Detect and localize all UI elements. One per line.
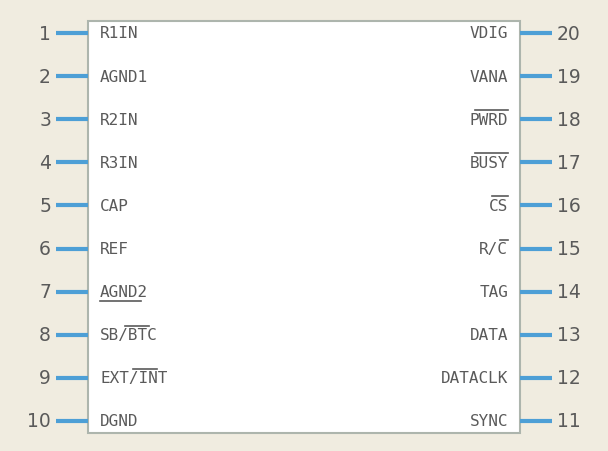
Text: EXT/INT: EXT/INT xyxy=(100,371,167,386)
Bar xyxy=(88,22,520,433)
Text: 16: 16 xyxy=(557,197,581,216)
Text: 6: 6 xyxy=(39,239,51,258)
Text: 8: 8 xyxy=(39,326,51,345)
Text: 3: 3 xyxy=(39,110,51,129)
Text: 4: 4 xyxy=(39,153,51,172)
Text: CAP: CAP xyxy=(100,198,129,213)
Text: 5: 5 xyxy=(39,197,51,216)
Text: CS: CS xyxy=(489,198,508,213)
Text: R2IN: R2IN xyxy=(100,112,139,128)
Text: 1: 1 xyxy=(39,24,51,43)
Text: 19: 19 xyxy=(557,68,581,87)
Text: 15: 15 xyxy=(557,239,581,258)
Text: R3IN: R3IN xyxy=(100,156,139,170)
Text: 11: 11 xyxy=(557,412,581,431)
Text: DATACLK: DATACLK xyxy=(441,371,508,386)
Text: 14: 14 xyxy=(557,282,581,302)
Text: 2: 2 xyxy=(39,68,51,87)
Text: DGND: DGND xyxy=(100,414,139,428)
Text: 20: 20 xyxy=(557,24,581,43)
Text: REF: REF xyxy=(100,242,129,257)
Text: 7: 7 xyxy=(39,282,51,302)
Text: R1IN: R1IN xyxy=(100,27,139,41)
Text: SYNC: SYNC xyxy=(469,414,508,428)
Text: BUSY: BUSY xyxy=(469,156,508,170)
Text: 18: 18 xyxy=(557,110,581,129)
Text: 13: 13 xyxy=(557,326,581,345)
Text: 17: 17 xyxy=(557,153,581,172)
Text: AGND2: AGND2 xyxy=(100,285,148,299)
Text: R/C: R/C xyxy=(479,242,508,257)
Text: SB/BTC: SB/BTC xyxy=(100,327,157,342)
Text: 9: 9 xyxy=(39,368,51,387)
Text: PWRD: PWRD xyxy=(469,112,508,128)
Text: AGND1: AGND1 xyxy=(100,69,148,84)
Text: TAG: TAG xyxy=(479,285,508,299)
Text: VDIG: VDIG xyxy=(469,27,508,41)
Text: DATA: DATA xyxy=(469,327,508,342)
Text: VANA: VANA xyxy=(469,69,508,84)
Text: 12: 12 xyxy=(557,368,581,387)
Text: 10: 10 xyxy=(27,412,51,431)
